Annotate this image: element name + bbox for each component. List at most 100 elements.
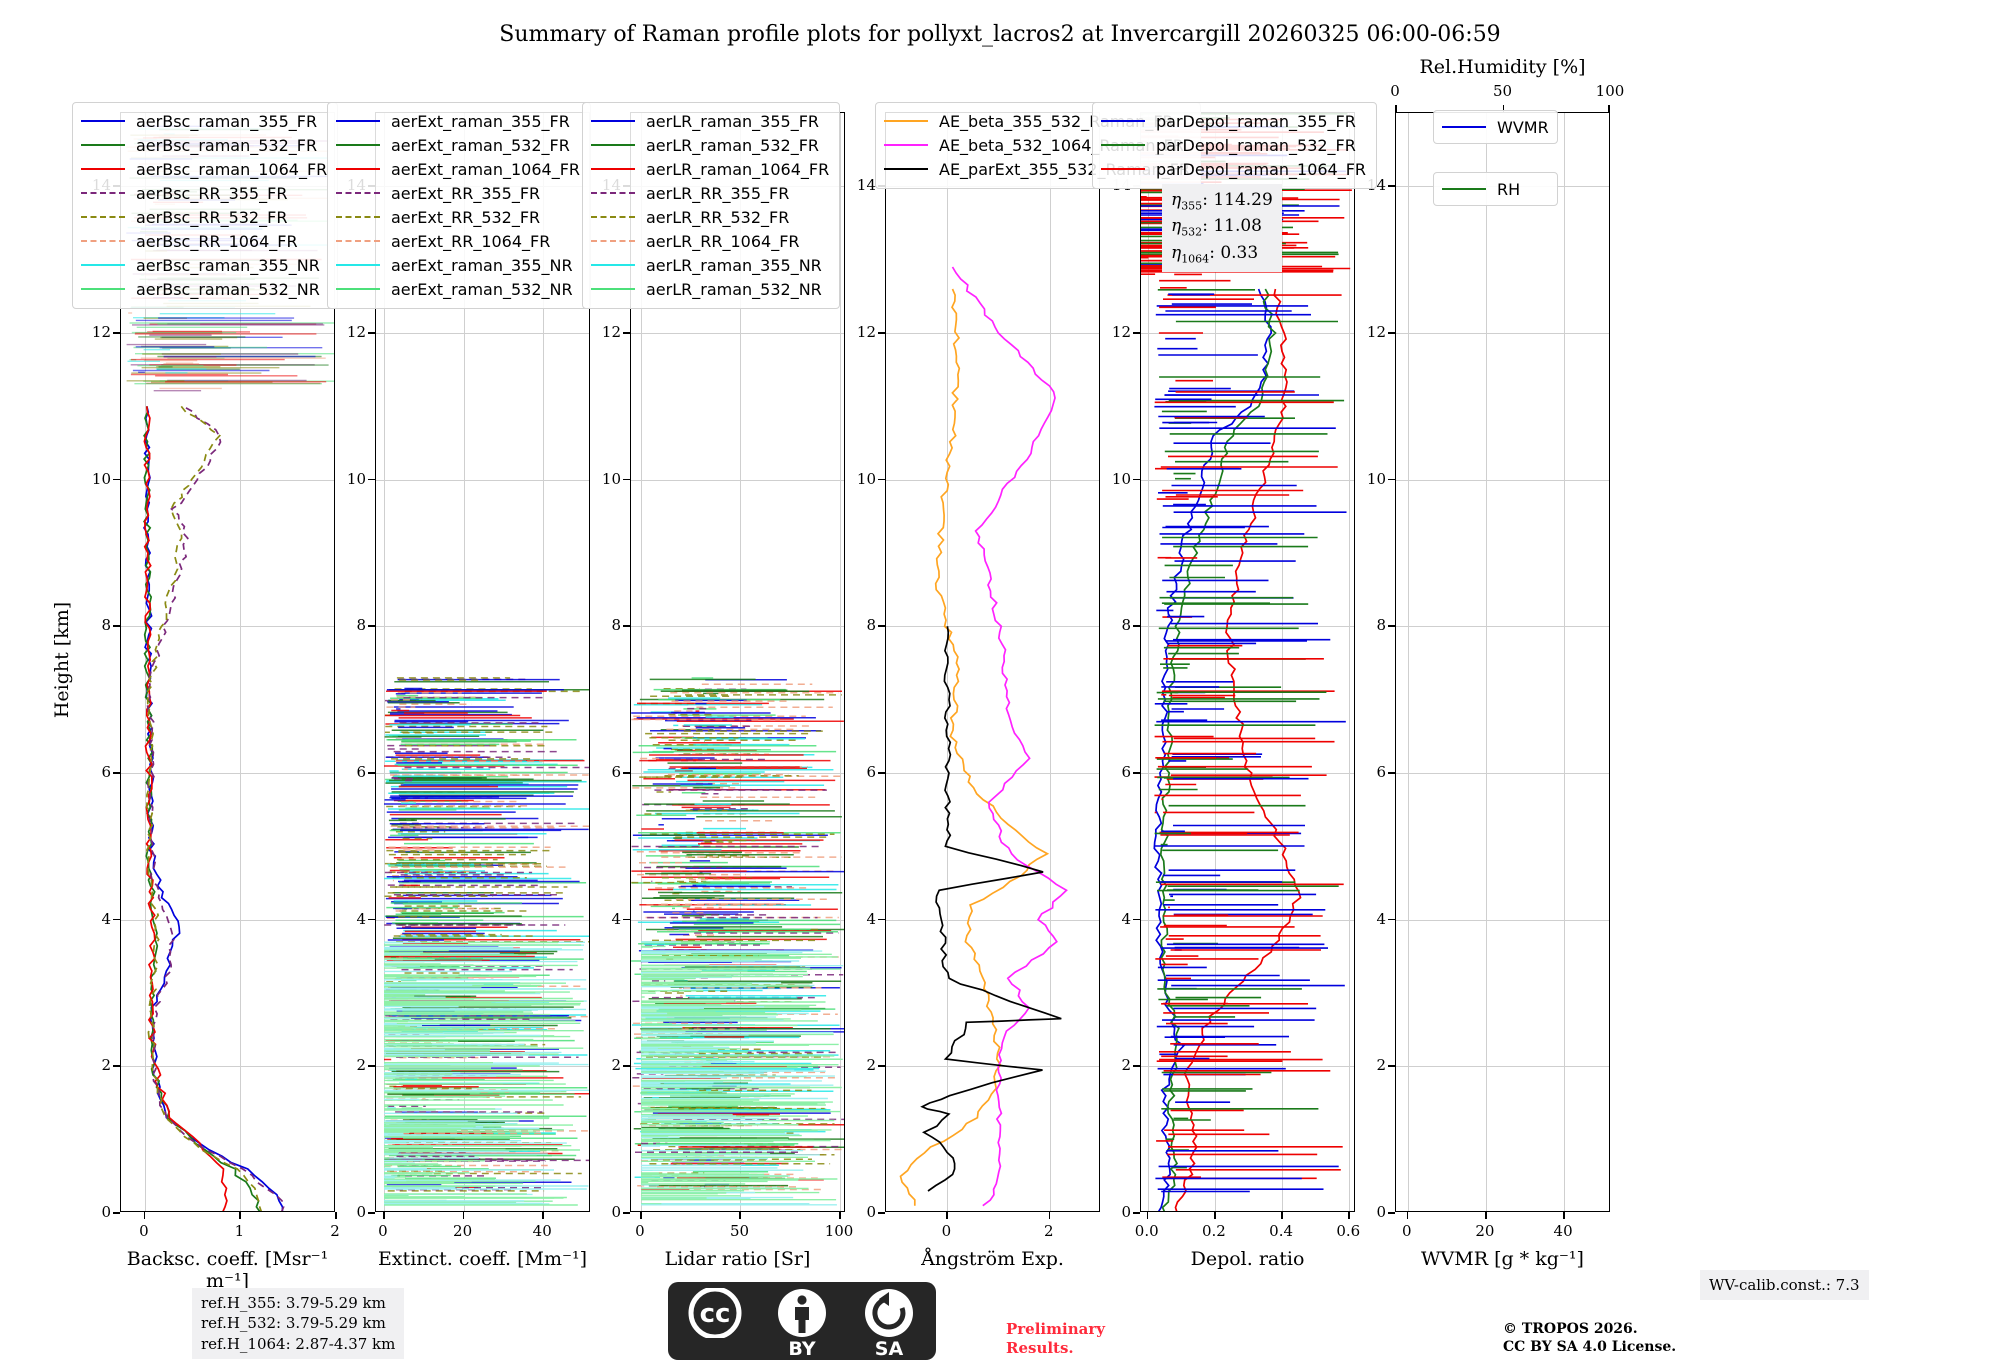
x-axis-label-wvmr-rh: WVMR [g * kg⁻¹] (1421, 1248, 1584, 1270)
x-tick-mark (239, 1212, 242, 1219)
legend-item: parDepol_raman_1064_FR (1101, 157, 1366, 181)
legend-item: aerLR_RR_1064_FR (591, 229, 829, 253)
y-tick-mark (368, 918, 375, 921)
legend-swatch (884, 168, 928, 170)
legend-item: aerExt_raman_1064_FR (336, 157, 580, 181)
y-tick-label: 12 (91, 323, 111, 341)
legend-wvmr-rh: WVMR RH (1425, 104, 1568, 213)
legend-item: aerLR_raman_532_NR (591, 277, 829, 301)
x-tick-mark (1348, 1212, 1350, 1219)
y-tick-mark (113, 918, 120, 921)
legend-label: aerBsc_raman_355_FR (136, 111, 318, 131)
legend-item: aerBsc_raman_355_FR (81, 109, 327, 133)
legend-swatch (336, 288, 380, 290)
legend-item: aerExt_RR_1064_FR (336, 229, 580, 253)
wv-calibration-annotation: WV-calib.const.: 7.3 (1700, 1270, 1869, 1301)
gridline-vertical (1147, 113, 1149, 1211)
x-tick-label: 1 (234, 1222, 245, 1240)
y-tick-label: 12 (856, 323, 876, 341)
legend-label: parDepol_raman_355_FR (1156, 111, 1356, 131)
x-axis-label-lidar-ratio: Lidar ratio [Sr] (664, 1248, 811, 1270)
y-tick-mark (113, 625, 120, 627)
y-tick-mark (113, 478, 120, 481)
legend-swatch (81, 288, 125, 290)
y-tick-label: 10 (856, 469, 876, 488)
legend-item: aerBsc_raman_355_NR (81, 253, 327, 277)
gridline-horizontal (886, 479, 1099, 481)
legend-swatch (884, 120, 928, 122)
legend-swatch (884, 144, 928, 146)
y-tick-mark (878, 625, 885, 627)
plot-panel-lidar-ratio: 02468101214050100Lidar ratio [Sr]aerLR_r… (582, 102, 853, 1270)
x-tick-mark (1281, 1212, 1283, 1219)
x-axis-label-extinction: Extinct. coeff. [Mm⁻¹] (377, 1248, 588, 1270)
x-tick-label: 0.6 (1336, 1222, 1361, 1240)
gridline-horizontal (886, 626, 1099, 628)
y-tick-mark (1388, 1065, 1395, 1067)
eta-532-row: η532: 11.08 (1171, 216, 1262, 239)
legend-item: parDepol_raman_355_FR (1101, 109, 1366, 133)
gridline-vertical (1407, 113, 1409, 1211)
page-title: Summary of Raman profile plots for polly… (499, 22, 1501, 47)
legend-swatch (336, 216, 380, 218)
gridline-horizontal (631, 479, 844, 481)
y-tick-label: 12 (601, 323, 621, 341)
gridline-horizontal (376, 1066, 589, 1068)
x-tick-mark (542, 1212, 544, 1219)
legend-label: aerLR_raman_355_NR (646, 255, 822, 275)
gridline-vertical (640, 113, 642, 1211)
legend-item: aerExt_raman_532_NR (336, 277, 580, 301)
gridline-vertical (463, 113, 465, 1211)
y-tick-label: 4 (866, 909, 876, 928)
y-tick-label: 2 (866, 1056, 876, 1075)
y-tick-mark (878, 918, 885, 921)
y-tick-mark (623, 478, 630, 481)
svg-text:cc: cc (700, 1299, 731, 1329)
legend-item: aerExt_raman_532_FR (336, 133, 580, 157)
legend-label: aerLR_raman_355_FR (646, 111, 820, 131)
legend-label: parDepol_raman_1064_FR (1156, 159, 1367, 179)
y-tick-label: 6 (1121, 763, 1131, 781)
legend-swatch (1442, 126, 1486, 128)
legend-label: aerBsc_raman_1064_FR (136, 159, 328, 179)
y-tick-label: 2 (1121, 1056, 1131, 1075)
y-tick-mark (878, 1065, 885, 1067)
y-tick-label: 12 (1111, 323, 1131, 341)
gridline-vertical (1485, 113, 1487, 1211)
legend-label: WVMR (1497, 117, 1549, 137)
cc-by-icon (763, 1288, 841, 1338)
legend-label: aerBsc_RR_1064_FR (136, 231, 298, 251)
eta-1064-row: η1064: 0.33 (1171, 242, 1259, 266)
legend-item: aerLR_RR_532_FR (591, 205, 829, 229)
y-tick-label: 4 (356, 909, 366, 928)
legend-swatch (336, 120, 380, 122)
gridline-horizontal (121, 773, 334, 774)
cc-sa-label: SA (874, 1338, 904, 1360)
legend-item: aerExt_RR_355_FR (336, 181, 580, 205)
y-tick-label: 0 (1121, 1203, 1131, 1221)
y-tick-mark (368, 625, 375, 627)
gridline-vertical (1049, 113, 1051, 1211)
legend-swatch (336, 264, 380, 266)
y-tick-mark (623, 332, 630, 334)
legend-swatch (591, 120, 635, 122)
legend-label: aerBsc_raman_355_NR (136, 255, 320, 275)
legend-swatch (81, 264, 125, 266)
legend-label: aerExt_raman_532_FR (391, 135, 570, 155)
x-tick-mark (382, 1212, 385, 1219)
y-tick-label: 10 (601, 469, 621, 488)
gridline-horizontal (1396, 773, 1609, 774)
gridline-horizontal (121, 1066, 334, 1068)
gridline-vertical (543, 113, 545, 1211)
y-tick-label: 6 (101, 763, 111, 781)
eta-355-row: η355: 114.29 (1171, 190, 1273, 213)
legend-label: aerLR_RR_532_FR (646, 207, 790, 227)
legend-item: aerBsc_RR_532_FR (81, 205, 327, 229)
y-tick-label: 8 (866, 616, 876, 635)
x-tick-label: 0 (941, 1222, 952, 1240)
plot-frame-wvmr-rh (1395, 112, 1610, 1212)
gridline-horizontal (1141, 333, 1354, 334)
gridline-horizontal (376, 773, 589, 774)
y-tick-label: 8 (356, 616, 366, 635)
y-tick-label: 0 (1376, 1203, 1386, 1221)
